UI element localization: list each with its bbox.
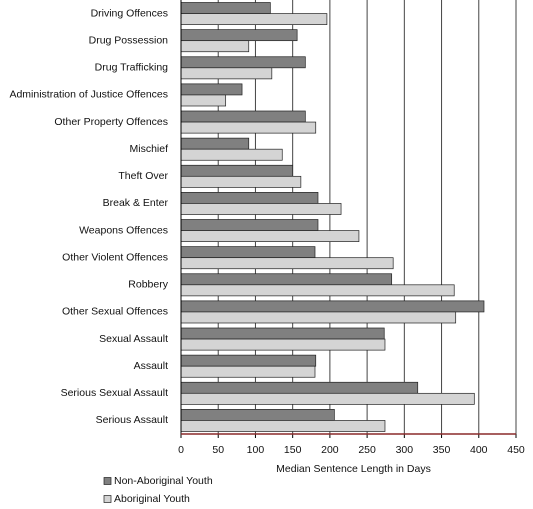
bar bbox=[180, 29, 298, 42]
bar bbox=[180, 164, 294, 177]
bar bbox=[180, 203, 342, 215]
legend-label: Aboriginal Youth bbox=[114, 493, 190, 505]
bar bbox=[180, 219, 319, 231]
y-tick-label: Serious Sexual Assault bbox=[61, 387, 168, 399]
y-tick-label: Other Property Offences bbox=[54, 116, 168, 128]
x-tick-label: 400 bbox=[470, 444, 488, 456]
x-tick-label: 50 bbox=[212, 444, 224, 456]
bar bbox=[180, 40, 250, 53]
bar bbox=[180, 327, 385, 340]
bar bbox=[180, 13, 328, 25]
x-tick-label: 300 bbox=[396, 444, 414, 456]
legend-swatch bbox=[103, 495, 112, 503]
x-tick-label: 200 bbox=[321, 444, 339, 456]
y-tick-label: Break & Enter bbox=[103, 197, 169, 209]
y-tick-label: Other Sexual Offences bbox=[62, 306, 168, 318]
legend-swatch bbox=[103, 477, 112, 485]
bar bbox=[180, 110, 306, 123]
y-tick-label: Administration of Justice Offences bbox=[9, 89, 168, 101]
x-axis-label: Median Sentence Length in Days bbox=[276, 463, 431, 475]
bar bbox=[180, 148, 283, 161]
bar bbox=[180, 338, 386, 351]
bar bbox=[180, 409, 335, 421]
x-tick-label: 450 bbox=[507, 444, 525, 456]
bar bbox=[180, 2, 271, 14]
bar bbox=[180, 284, 455, 297]
y-tick-label: Theft Over bbox=[118, 170, 168, 182]
bar bbox=[180, 381, 419, 394]
y-tick-label: Other Violent Offences bbox=[62, 251, 168, 263]
bar bbox=[180, 192, 319, 204]
bar bbox=[180, 311, 457, 324]
y-tick-label: Drug Trafficking bbox=[95, 62, 168, 74]
y-tick-label: Driving Offences bbox=[91, 7, 168, 19]
x-tick-label: 100 bbox=[247, 444, 265, 456]
y-tick-label: Weapons Offences bbox=[79, 224, 168, 236]
y-tick-label: Drug Possession bbox=[89, 34, 169, 46]
legend-label: Non-Aboriginal Youth bbox=[114, 475, 213, 487]
x-tick-label: 250 bbox=[358, 444, 376, 456]
y-tick-label: Assault bbox=[134, 360, 169, 372]
bar bbox=[180, 94, 227, 107]
bar bbox=[180, 175, 302, 188]
bar bbox=[180, 121, 317, 134]
bar bbox=[180, 137, 250, 150]
x-tick-label: 150 bbox=[284, 444, 302, 456]
y-tick-label: Mischief bbox=[129, 143, 168, 155]
bar bbox=[180, 354, 317, 367]
bar bbox=[180, 230, 360, 242]
bar bbox=[180, 246, 316, 259]
bar bbox=[180, 420, 386, 432]
bar bbox=[180, 365, 316, 378]
y-tick-label: Serious Assault bbox=[96, 414, 168, 426]
bar bbox=[180, 67, 273, 80]
x-tick-label: 350 bbox=[433, 444, 451, 456]
bar bbox=[180, 392, 475, 405]
y-tick-label: Robbery bbox=[128, 279, 168, 291]
bar bbox=[180, 56, 306, 69]
bar bbox=[180, 273, 393, 286]
bar bbox=[180, 83, 243, 96]
bar bbox=[180, 257, 394, 270]
y-tick-label: Sexual Assault bbox=[99, 333, 168, 345]
x-tick-label: 0 bbox=[178, 444, 184, 456]
bar bbox=[180, 300, 485, 313]
